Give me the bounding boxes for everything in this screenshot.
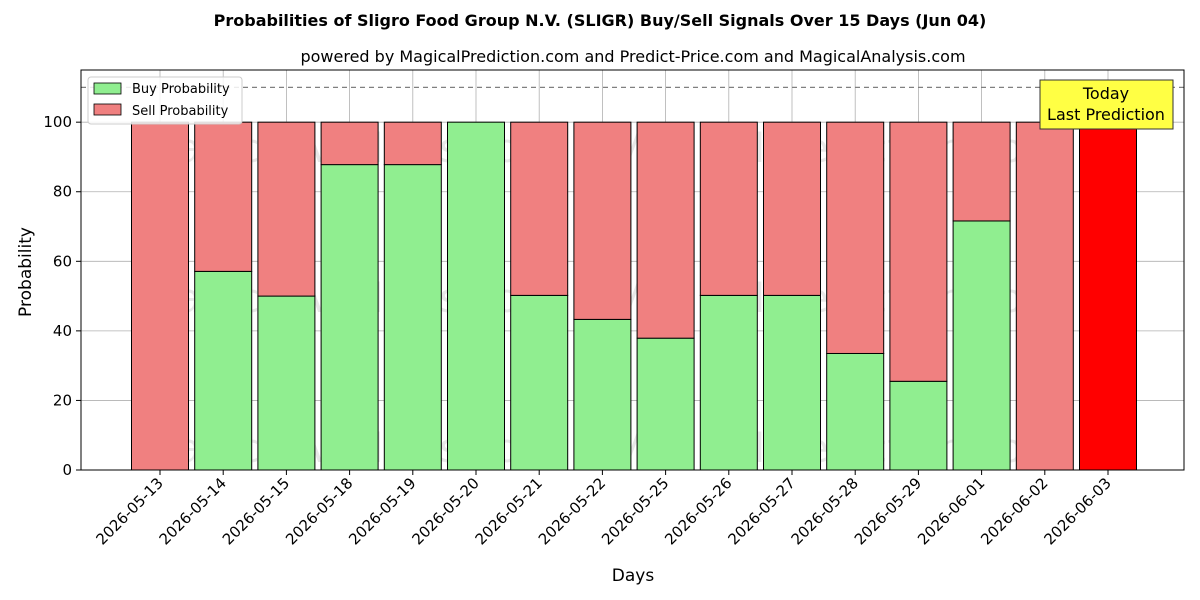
plot-frame [80, 69, 1185, 471]
x-axis-ticks: 2026-05-132026-05-142026-05-152026-05-18… [92, 470, 1115, 548]
bar-buy [952, 220, 1011, 471]
today-annotation-line1: Today [1082, 84, 1129, 103]
x-tick-label: 2026-06-02 [977, 474, 1051, 548]
chart-subtitle: powered by MagicalPrediction.com and Pre… [300, 47, 965, 66]
bar-sell [826, 121, 885, 354]
today-annotation-line2: Last Prediction [1047, 105, 1165, 124]
bar-buy [320, 164, 379, 471]
bars [131, 121, 1137, 471]
bar-sell [194, 121, 253, 272]
bar-sell [699, 121, 758, 296]
bar-buy [763, 294, 821, 471]
chart-title: Probabilities of Sligro Food Group N.V. … [214, 11, 987, 30]
bar-buy [383, 164, 442, 471]
x-tick-label: 2026-05-14 [156, 474, 230, 548]
bar-sell [889, 121, 948, 382]
bar-sell [573, 121, 632, 320]
legend-swatch-buy [93, 82, 122, 95]
bar-sell [1079, 121, 1137, 471]
bar-buy [826, 352, 885, 471]
bar-buy [194, 270, 253, 471]
legend-swatch-sell [93, 103, 122, 116]
x-tick-label: 2026-05-25 [598, 474, 672, 548]
x-tick-label: 2026-05-13 [92, 474, 166, 548]
x-tick-label: 2026-05-26 [661, 474, 735, 548]
legend-label-buy: Buy Probability [132, 82, 230, 97]
bar-sell [510, 121, 569, 296]
bar-sell [320, 121, 379, 166]
bar-buy [257, 295, 316, 471]
legend: Buy Probability Sell Probability [87, 76, 243, 125]
bar-sell [1015, 121, 1074, 471]
bar-sell [952, 121, 1011, 222]
x-tick-label: 2026-05-20 [408, 474, 482, 548]
y-tick-label: 60 [53, 252, 72, 270]
x-tick-label: 2026-05-19 [345, 474, 419, 548]
legend-box [87, 76, 243, 125]
bar-buy [447, 121, 505, 471]
bar-sell [763, 121, 821, 296]
y-tick-label: 0 [62, 461, 72, 479]
x-tick-label: 2026-05-27 [724, 474, 798, 548]
legend-label-sell: Sell Probability [132, 104, 229, 119]
bar-sell [257, 121, 316, 297]
y-axis-label: Probability [16, 227, 36, 317]
y-tick-label: 80 [53, 183, 72, 201]
bar-sell [383, 121, 442, 166]
y-tick-label: 20 [53, 391, 72, 409]
y-tick-label: 100 [43, 113, 72, 131]
x-tick-label: 2026-05-29 [851, 474, 925, 548]
x-axis-label: Days [612, 566, 655, 586]
bar-sell [636, 121, 695, 339]
bar-buy [636, 337, 695, 471]
bar-buy [573, 318, 632, 471]
y-tick-label: 40 [53, 322, 72, 340]
bar-sell [131, 121, 189, 471]
x-tick-label: 2026-06-01 [914, 474, 988, 548]
x-tick-label: 2026-05-22 [535, 474, 609, 548]
bar-buy [889, 380, 948, 471]
x-tick-label: 2026-06-03 [1040, 474, 1114, 548]
bar-buy [699, 294, 758, 471]
today-annotation-box [1039, 79, 1174, 130]
x-tick-label: 2026-05-18 [282, 474, 356, 548]
today-annotation: Today Last Prediction [1039, 79, 1174, 130]
x-tick-label: 2026-05-15 [219, 474, 293, 548]
x-tick-label: 2026-05-28 [788, 474, 862, 548]
y-axis-ticks: 0 20 40 60 80 100 [43, 113, 81, 479]
bar-buy [510, 294, 569, 471]
x-tick-label: 2026-05-21 [472, 474, 546, 548]
